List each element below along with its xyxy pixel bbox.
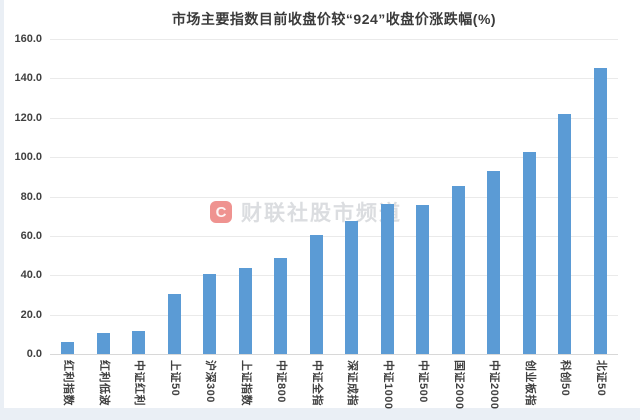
bar	[309, 235, 323, 354]
cailianshe-logo-icon: C	[210, 201, 232, 223]
x-axis-line	[50, 354, 618, 355]
gridline	[50, 235, 618, 237]
x-tick-label: 北证50	[594, 360, 607, 397]
bar	[61, 342, 75, 354]
bar	[96, 332, 110, 354]
x-tick-label: 中证红利	[133, 360, 146, 406]
y-tick-label: 160.0	[14, 33, 42, 45]
x-tick-label: 深证成指	[346, 360, 359, 406]
y-tick-label: 20.0	[20, 308, 42, 321]
page-edge-left	[0, 0, 4, 420]
x-tick-label: 中证1000	[381, 360, 394, 410]
y-tick-label: 100.0	[14, 151, 42, 164]
y-tick-label: 140.0	[14, 72, 42, 85]
gridline	[50, 196, 618, 198]
bar	[132, 331, 146, 354]
x-tick-label: 中证2000	[488, 360, 501, 410]
gridline	[50, 314, 618, 316]
gridline	[50, 39, 618, 40]
gridline	[50, 157, 618, 159]
x-tick-label: 上证指数	[239, 360, 252, 406]
y-tick-label: 40.0	[20, 269, 42, 282]
chart-title: 市场主要指数目前收盘价较“924”收盘价涨跌幅(%)	[171, 11, 497, 27]
watermark-text: 财联社股市频道	[241, 202, 402, 225]
gridline	[50, 275, 618, 277]
bar	[558, 113, 572, 354]
bar	[167, 294, 181, 354]
y-tick-label: 60.0	[20, 229, 42, 242]
bar	[203, 274, 217, 354]
watermark: C 财联社股市频道	[210, 200, 402, 225]
x-tick-label: 沪深300	[204, 360, 217, 403]
x-tick-label: 红利指数	[62, 360, 75, 406]
x-tick-label: 创业板指	[523, 360, 536, 406]
bar	[593, 67, 607, 354]
x-tick-label: 红利低波	[97, 360, 110, 406]
bar	[522, 151, 536, 354]
bar	[380, 203, 394, 354]
bar	[274, 257, 288, 354]
y-tick-label: 120.0	[14, 111, 42, 124]
x-tick-label: 中证500	[417, 360, 430, 403]
gridline	[50, 78, 618, 80]
x-tick-label: 中证800	[275, 360, 288, 403]
x-tick-label: 国证2000	[452, 360, 465, 410]
x-tick-label: 科创50	[559, 360, 572, 397]
bar	[416, 205, 430, 354]
y-tick-label: 0.0	[26, 348, 42, 360]
bar	[345, 221, 359, 354]
x-tick-label: 上证50	[168, 360, 181, 397]
bar	[451, 185, 465, 354]
gridline	[50, 117, 618, 119]
y-tick-label: 80.0	[20, 190, 42, 203]
x-tick-label: 中证全指	[310, 360, 323, 406]
bar	[238, 268, 252, 354]
page-edge-bottom	[0, 408, 640, 420]
bar	[487, 170, 501, 354]
